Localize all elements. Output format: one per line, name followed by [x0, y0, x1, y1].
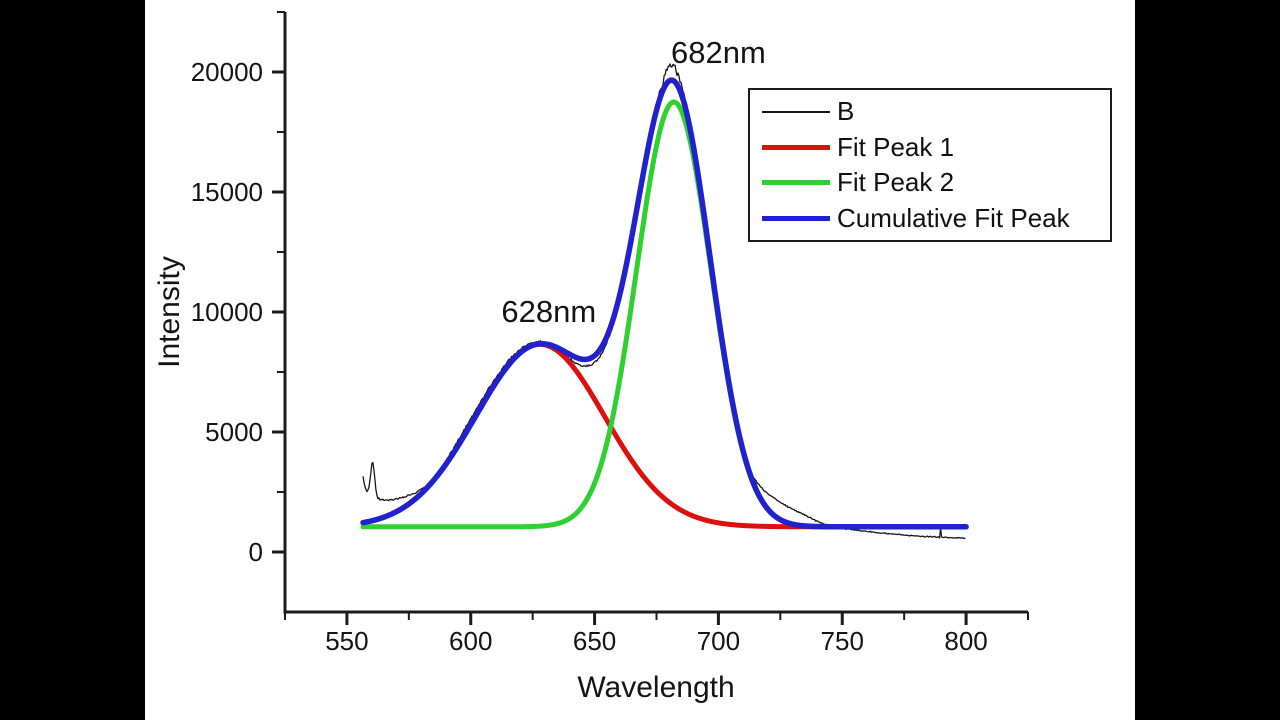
legend-label: Cumulative Fit Peak — [837, 202, 1070, 233]
x-tick-label: 750 — [821, 626, 864, 656]
y-tick-label: 20000 — [191, 57, 263, 87]
legend-entry: B — [750, 95, 1110, 129]
chart-panel: 550 600 650 700 750 800 0 5000 10000 15000 20000 I… — [145, 0, 1135, 720]
series-b-line — [362, 63, 966, 540]
legend-line-sample — [762, 111, 830, 113]
y-tick-label: 5000 — [205, 417, 263, 447]
plot-area: 550 600 650 700 750 800 0 5000 10000 15000 20000 — [191, 11, 1029, 656]
legend-line-sample — [762, 215, 830, 221]
x-tick-label: 600 — [449, 626, 492, 656]
y-tick-label: 0 — [249, 537, 263, 567]
peak-annotation-628nm: 628nm — [501, 294, 597, 329]
legend-entry: Fit Peak 2 — [750, 166, 1110, 200]
y-axis-title: Intensity — [153, 256, 186, 368]
legend-line-sample — [762, 180, 830, 186]
peak-annotation-682nm: 682nm — [671, 35, 766, 71]
y-tick-label: 10000 — [191, 297, 263, 327]
x-tick-label: 550 — [325, 626, 368, 656]
legend-entry: Cumulative Fit Peak — [750, 201, 1110, 235]
legend-label: Fit Peak 1 — [837, 131, 955, 162]
cumulative-fit-line — [360, 77, 969, 530]
x-axis-title: Wavelength — [577, 671, 735, 704]
x-tick-label: 800 — [944, 626, 987, 656]
fit-peak-1-line — [360, 341, 969, 530]
legend-label: B — [837, 96, 855, 127]
x-tick-label: 700 — [697, 626, 740, 656]
legend-box: B Fit Peak 1 Fit Peak 2 Cumulative Fit Peak — [748, 88, 1112, 242]
legend-line-sample — [762, 144, 830, 150]
legend-entry: Fit Peak 1 — [750, 130, 1110, 164]
x-tick-label: 650 — [573, 626, 616, 656]
legend-label: Fit Peak 2 — [837, 167, 955, 198]
y-tick-label: 15000 — [191, 177, 263, 207]
